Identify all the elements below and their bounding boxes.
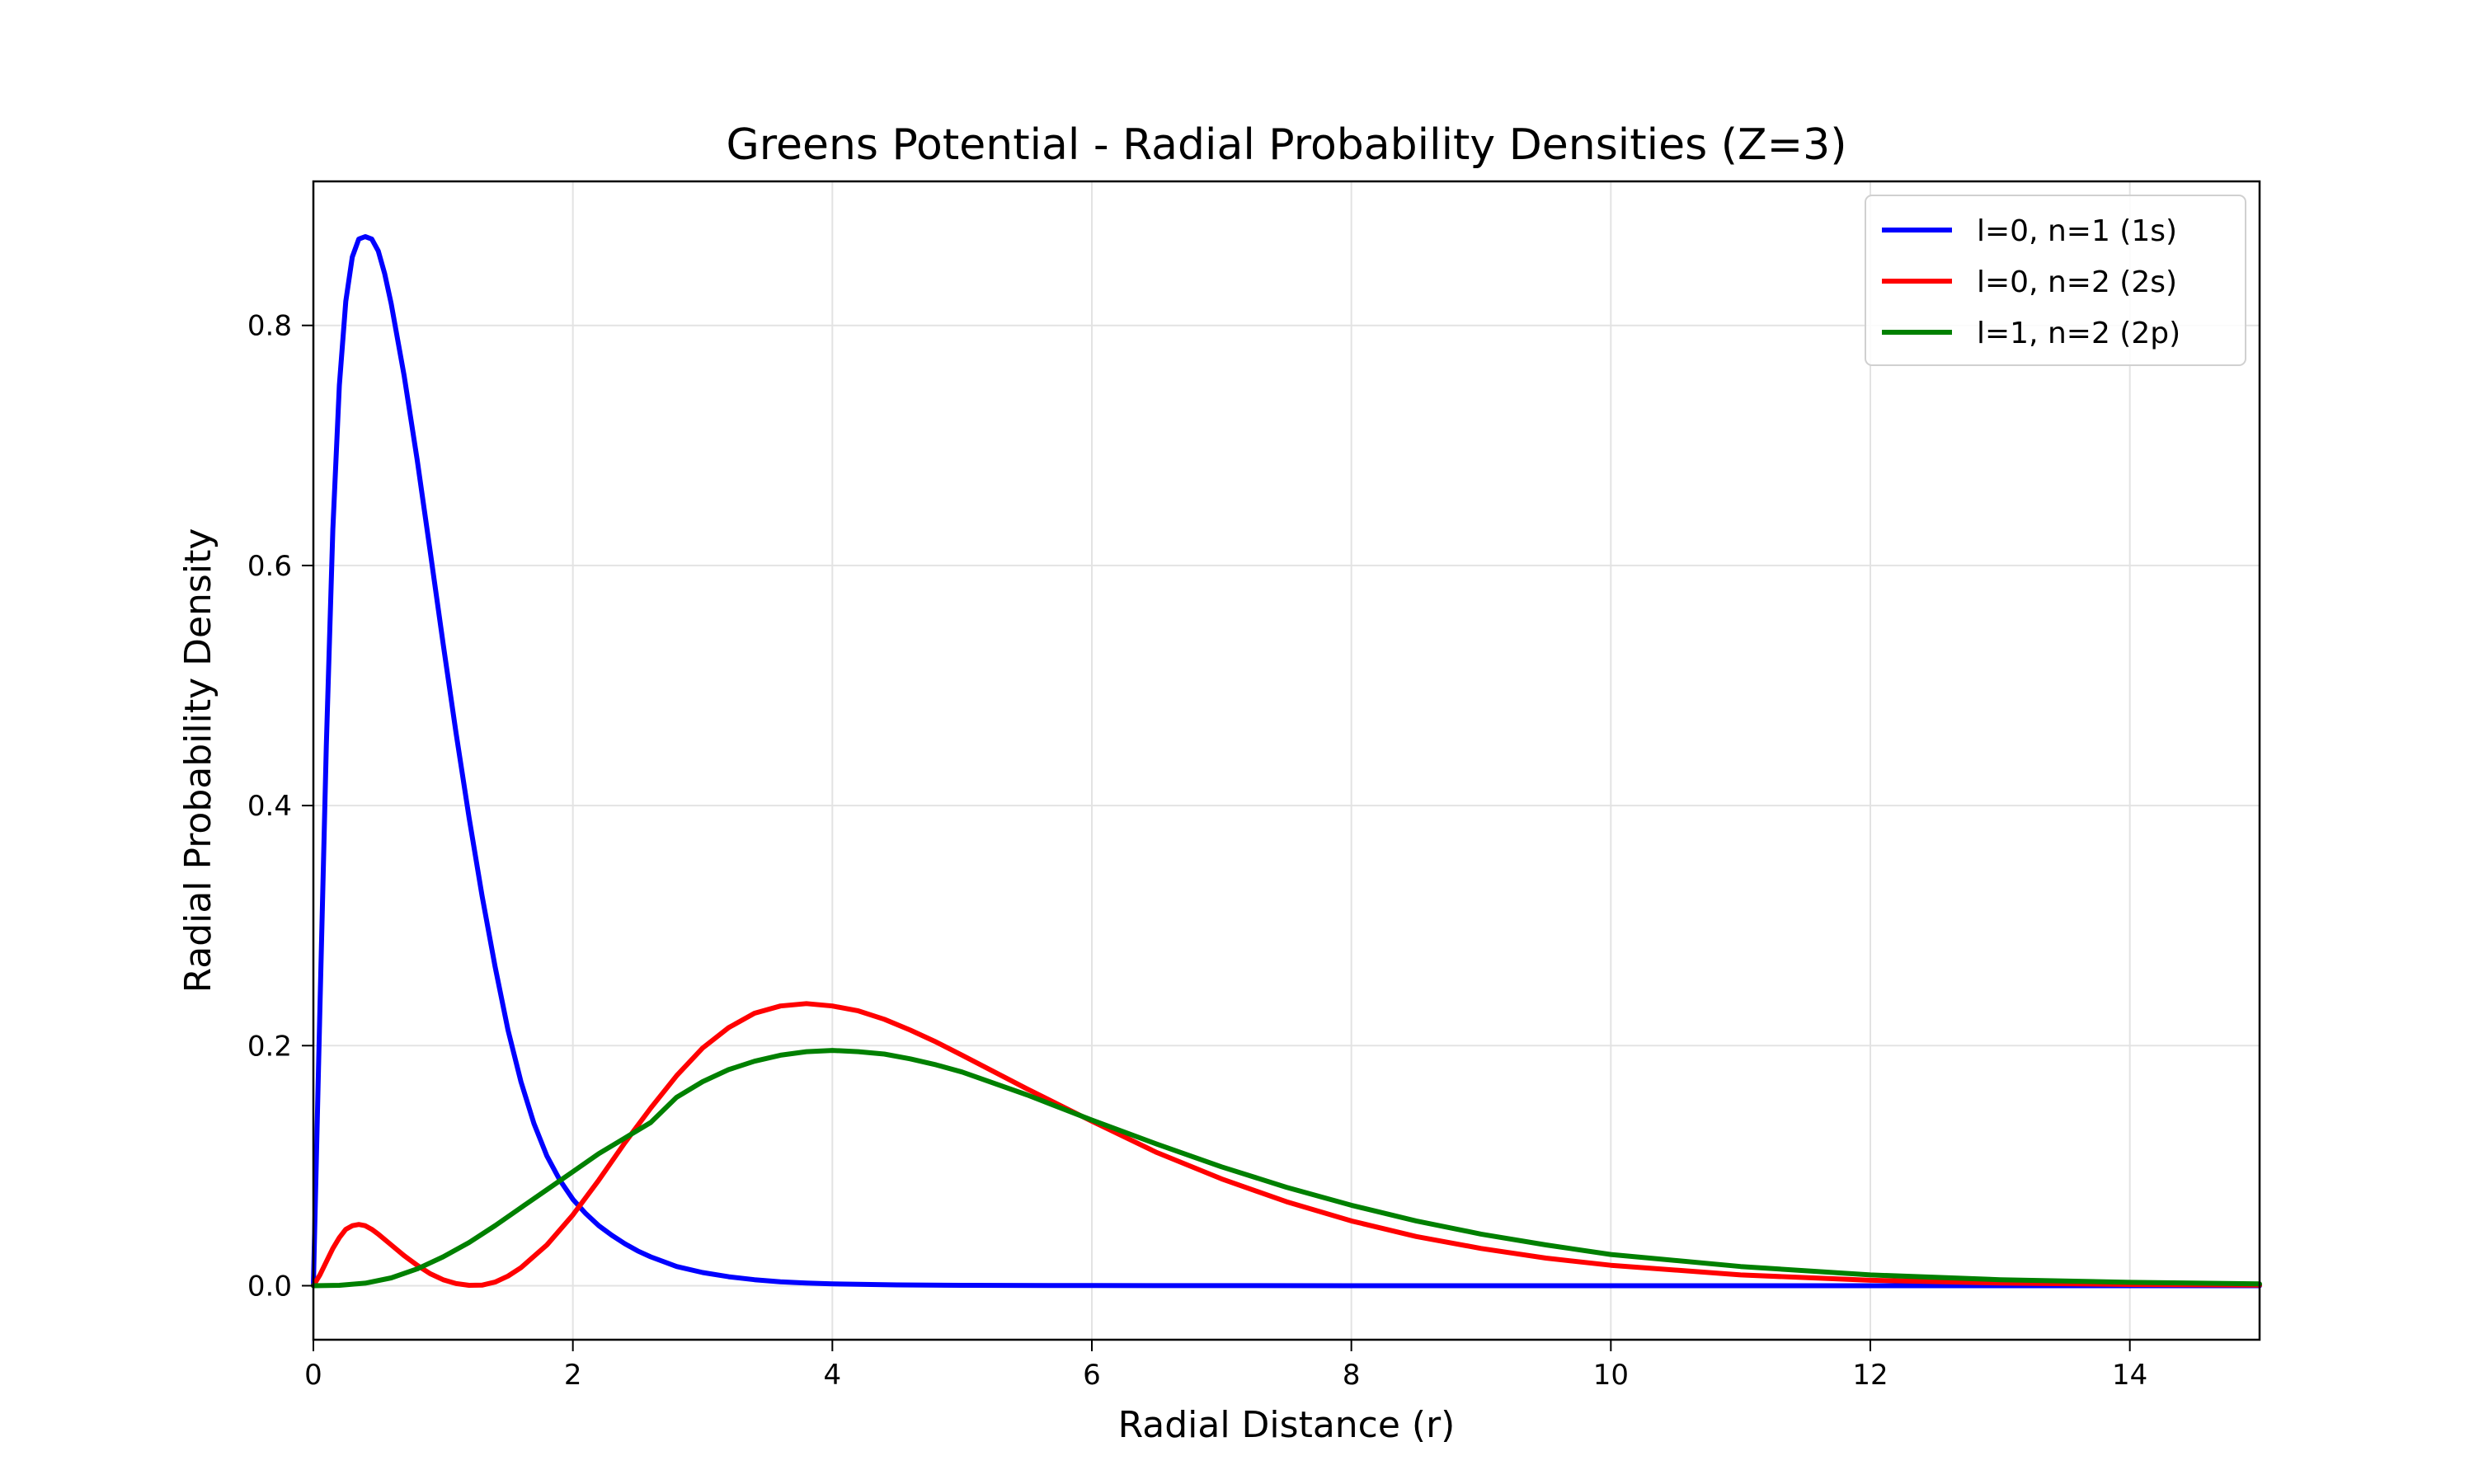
x-tick-label: 0 (304, 1359, 322, 1392)
grid (313, 181, 2260, 1340)
x-axis-label: Radial Distance (r) (1118, 1404, 1456, 1446)
series-line-2 (311, 1001, 2262, 1289)
legend: l=0, n=1 (1s) l=0, n=2 (2s) l=1, n=2 (2p) (1865, 195, 2246, 366)
y-tick-label: 0.4 (247, 790, 292, 823)
y-axis-label: Radial Probability Density (177, 528, 219, 993)
x-tick-label: 10 (1593, 1359, 1629, 1392)
axis-ticks: 0 2 4 6 8 10 12 14 0.0 0.2 0.4 0.6 0.8 (247, 310, 2147, 1392)
x-tick-label: 8 (1343, 1359, 1361, 1392)
y-tick-label: 0.0 (247, 1270, 292, 1303)
legend-label: l=0, n=2 (2s) (1977, 265, 2177, 299)
y-tick-label: 0.8 (247, 310, 292, 343)
series-lines (311, 234, 2262, 1289)
x-tick-label: 14 (2112, 1359, 2147, 1392)
y-tick-label: 0.2 (247, 1030, 292, 1063)
series-line-3 (311, 1048, 2262, 1289)
x-tick-label: 6 (1083, 1359, 1101, 1392)
plot-frame (312, 180, 2261, 1341)
legend-label: l=1, n=2 (2p) (1977, 317, 2180, 350)
y-tick-label: 0.6 (247, 550, 292, 583)
x-tick-label: 4 (824, 1359, 842, 1392)
legend-box (1865, 195, 2246, 366)
series-line-1 (311, 234, 2262, 1289)
chart-title: Greens Potential - Radial Probability De… (726, 120, 1846, 170)
legend-label: l=0, n=1 (1s) (1977, 214, 2177, 248)
x-tick-label: 12 (1852, 1359, 1888, 1392)
x-tick-label: 2 (564, 1359, 582, 1392)
